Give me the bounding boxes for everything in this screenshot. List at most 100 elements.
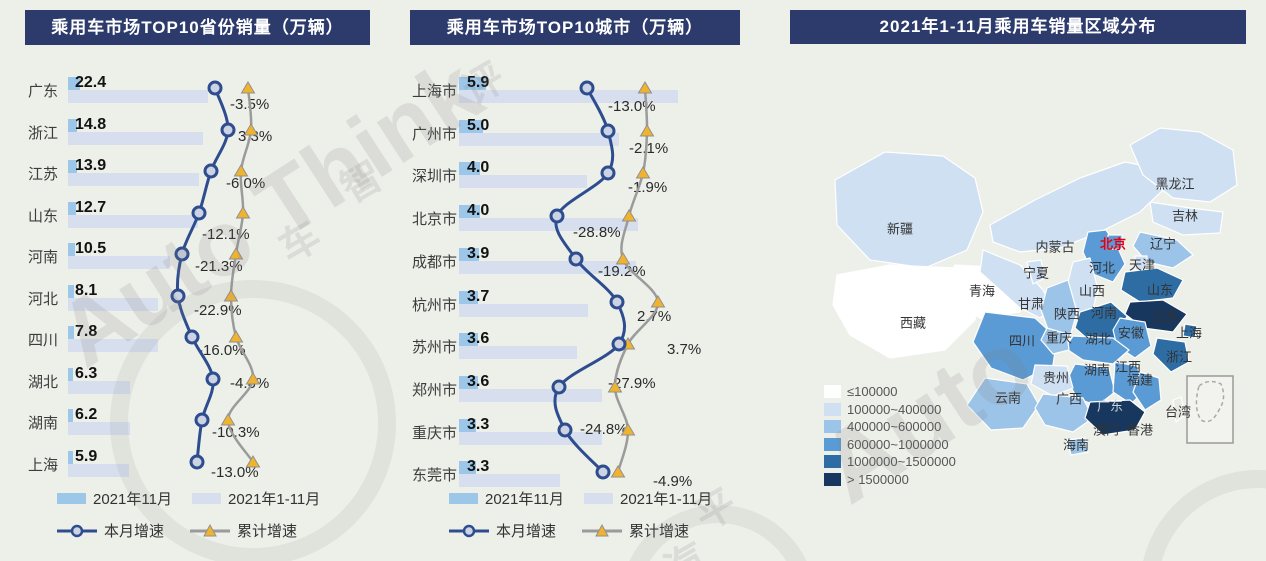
province-beijing[interactable] bbox=[1107, 234, 1123, 250]
map-legend-swatch bbox=[824, 402, 841, 416]
province-xinjiang[interactable] bbox=[834, 151, 984, 269]
province-hainan[interactable] bbox=[1066, 437, 1089, 456]
bar-nov[interactable] bbox=[68, 368, 73, 381]
triangle-marker[interactable] bbox=[639, 124, 655, 137]
growth-label: -2.1% bbox=[629, 140, 669, 157]
triangle-marker[interactable] bbox=[240, 81, 256, 94]
province-guangdong[interactable] bbox=[1084, 399, 1146, 436]
legend-item-cum-growth[interactable]: 累计增速 bbox=[582, 520, 689, 541]
legend-item-month-growth[interactable]: 本月增速 bbox=[449, 520, 556, 541]
map-legend-swatch bbox=[824, 455, 841, 468]
bar-nov[interactable] bbox=[459, 291, 478, 304]
bar-value: 3.6 bbox=[467, 330, 490, 347]
province-zhejiang[interactable] bbox=[1152, 337, 1190, 373]
bar-cum[interactable] bbox=[68, 173, 199, 186]
circle-marker[interactable] bbox=[207, 80, 223, 96]
province-guizhou[interactable] bbox=[1030, 364, 1074, 397]
province-fujian[interactable] bbox=[1132, 371, 1162, 411]
watermark-char: 车 bbox=[271, 213, 329, 272]
province-heilongjiang[interactable] bbox=[1129, 127, 1238, 203]
circle-marker[interactable] bbox=[194, 412, 210, 428]
bar-cum[interactable] bbox=[68, 298, 158, 311]
bar-cum[interactable] bbox=[68, 422, 130, 435]
growth-label: -19.2% bbox=[598, 263, 646, 280]
bar-cum[interactable] bbox=[459, 474, 560, 487]
legend-item-month-growth[interactable]: 本月增速 bbox=[57, 520, 164, 541]
circle-marker[interactable] bbox=[600, 165, 616, 181]
bar-nov[interactable] bbox=[68, 202, 76, 215]
circle-marker[interactable] bbox=[609, 294, 625, 310]
map-legend-label: ≤100000 bbox=[847, 384, 898, 399]
bar-value: 14.8 bbox=[75, 116, 107, 133]
legend-item-cum-growth[interactable]: 累计增速 bbox=[190, 520, 297, 541]
bar-value: 10.5 bbox=[75, 240, 107, 257]
map-legend-label: 1000000~1500000 bbox=[847, 454, 956, 469]
bar-nov[interactable] bbox=[459, 77, 486, 90]
province-yunnan[interactable] bbox=[966, 377, 1040, 431]
triangle-marker[interactable] bbox=[635, 166, 651, 179]
bar-cum[interactable] bbox=[68, 464, 129, 477]
bar-nov[interactable] bbox=[459, 205, 480, 218]
circle-marker[interactable] bbox=[595, 464, 611, 480]
circle-marker[interactable] bbox=[611, 336, 627, 352]
legend-item-cum[interactable]: 2021年1-11月 bbox=[584, 488, 712, 509]
province-shandong[interactable] bbox=[1120, 267, 1184, 303]
bar-cum[interactable] bbox=[68, 132, 203, 145]
bar-nov[interactable] bbox=[459, 120, 483, 133]
circle-marker[interactable] bbox=[220, 122, 236, 138]
bar-nov[interactable] bbox=[459, 461, 476, 474]
circle-marker[interactable] bbox=[174, 246, 190, 262]
bar-nov[interactable] bbox=[68, 243, 75, 256]
row-label: 成都市 bbox=[411, 254, 457, 271]
circle-marker[interactable] bbox=[205, 371, 221, 387]
bar-nov[interactable] bbox=[68, 451, 73, 464]
province-neimenggu[interactable] bbox=[989, 161, 1164, 253]
triangle-marker[interactable] bbox=[223, 289, 239, 302]
legend-item-cum[interactable]: 2021年1-11月 bbox=[192, 488, 320, 509]
province-gansu[interactable] bbox=[979, 249, 1054, 319]
province-shanghai[interactable] bbox=[1182, 323, 1198, 339]
province-xizang[interactable] bbox=[832, 264, 981, 359]
province-ningxia[interactable] bbox=[1026, 259, 1046, 285]
bar-value: 22.4 bbox=[75, 74, 107, 91]
map-legend-swatch bbox=[824, 437, 841, 451]
bar-cum[interactable] bbox=[68, 90, 208, 103]
bar-nov[interactable] bbox=[68, 285, 74, 298]
circle-marker[interactable] bbox=[170, 288, 186, 304]
legend-item-nov[interactable]: 2021年11月 bbox=[57, 488, 172, 509]
bar-cum[interactable] bbox=[68, 381, 130, 394]
legend-item-nov[interactable]: 2021年11月 bbox=[449, 488, 564, 509]
bar-nov[interactable] bbox=[459, 162, 480, 175]
province-tianjin[interactable] bbox=[1134, 255, 1148, 271]
bar-cum[interactable] bbox=[459, 346, 577, 359]
bar-nov[interactable] bbox=[459, 333, 478, 346]
bar-cum[interactable] bbox=[68, 339, 158, 352]
bar-nov[interactable] bbox=[459, 248, 479, 261]
bar-value: 3.6 bbox=[467, 373, 490, 390]
province-taiwan[interactable] bbox=[1172, 396, 1186, 423]
bar-nov[interactable] bbox=[68, 119, 77, 132]
province-guangxi[interactable] bbox=[1034, 393, 1094, 433]
bar-nov[interactable] bbox=[68, 326, 74, 339]
circle-marker[interactable] bbox=[189, 454, 205, 470]
triangle-marker[interactable] bbox=[610, 465, 626, 478]
bar-cum[interactable] bbox=[68, 215, 198, 228]
circle-marker[interactable] bbox=[203, 163, 219, 179]
circle-marker[interactable] bbox=[184, 329, 200, 345]
bar-nov[interactable] bbox=[459, 376, 478, 389]
triangle-marker[interactable] bbox=[650, 295, 666, 308]
triangle-marker[interactable] bbox=[228, 330, 244, 343]
bar-value: 5.9 bbox=[75, 448, 98, 465]
triangle-marker[interactable] bbox=[235, 206, 251, 219]
bar-nov[interactable] bbox=[68, 409, 73, 422]
province-chongqing[interactable] bbox=[1040, 327, 1070, 355]
province-shaanxi[interactable] bbox=[1040, 279, 1078, 341]
triangle-marker[interactable] bbox=[620, 337, 636, 350]
province-jilin[interactable] bbox=[1149, 201, 1224, 236]
province-liaoning[interactable] bbox=[1132, 231, 1194, 269]
bar-nov[interactable] bbox=[68, 160, 77, 173]
bar-nov[interactable] bbox=[459, 419, 476, 432]
bar-cum[interactable] bbox=[68, 256, 170, 269]
bar-nov[interactable] bbox=[68, 77, 80, 90]
